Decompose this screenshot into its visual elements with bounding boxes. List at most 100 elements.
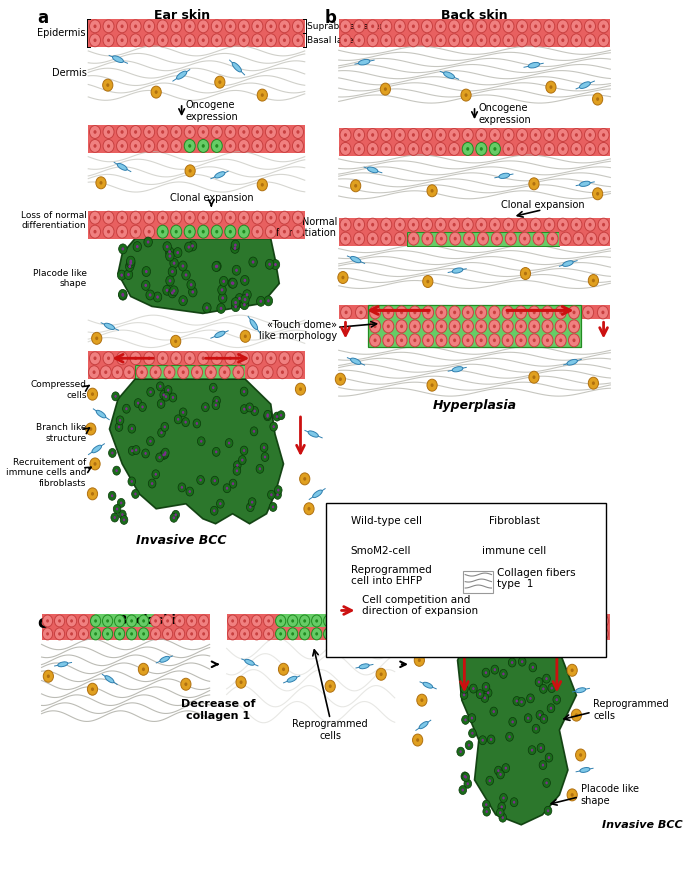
Circle shape — [464, 718, 466, 722]
Circle shape — [457, 648, 464, 657]
Circle shape — [421, 699, 423, 702]
Circle shape — [92, 332, 102, 344]
Circle shape — [369, 306, 381, 319]
Circle shape — [210, 383, 217, 392]
Circle shape — [542, 687, 545, 691]
Circle shape — [484, 619, 486, 623]
Circle shape — [202, 619, 205, 623]
Circle shape — [182, 270, 190, 280]
Circle shape — [212, 262, 221, 271]
Circle shape — [340, 218, 351, 231]
Circle shape — [416, 615, 427, 627]
Circle shape — [90, 615, 101, 627]
Circle shape — [217, 303, 225, 314]
Circle shape — [229, 25, 232, 28]
Circle shape — [530, 218, 541, 231]
Circle shape — [506, 233, 516, 245]
Circle shape — [161, 130, 164, 134]
Circle shape — [242, 357, 245, 360]
Ellipse shape — [312, 490, 322, 498]
Circle shape — [532, 182, 536, 186]
Circle shape — [466, 311, 469, 315]
Circle shape — [130, 211, 141, 224]
Circle shape — [462, 334, 473, 347]
Circle shape — [482, 739, 484, 742]
Circle shape — [506, 311, 509, 315]
Circle shape — [548, 223, 551, 226]
Circle shape — [449, 633, 451, 635]
Circle shape — [532, 724, 540, 733]
Circle shape — [525, 647, 532, 655]
FancyBboxPatch shape — [464, 571, 493, 593]
Circle shape — [502, 334, 513, 347]
Circle shape — [103, 615, 113, 627]
Circle shape — [119, 619, 121, 623]
Circle shape — [125, 262, 134, 271]
Circle shape — [276, 493, 279, 496]
Circle shape — [162, 394, 165, 396]
Circle shape — [211, 20, 223, 33]
Circle shape — [427, 185, 437, 196]
Circle shape — [593, 93, 603, 105]
Circle shape — [164, 386, 172, 395]
Circle shape — [121, 216, 123, 219]
Circle shape — [107, 216, 110, 219]
Circle shape — [283, 130, 286, 134]
Circle shape — [383, 306, 394, 319]
Circle shape — [94, 619, 97, 623]
Circle shape — [250, 427, 258, 436]
Circle shape — [598, 143, 609, 155]
Circle shape — [358, 237, 360, 241]
Circle shape — [482, 237, 484, 241]
Circle shape — [252, 139, 263, 152]
Circle shape — [546, 338, 549, 342]
Circle shape — [433, 619, 436, 623]
Ellipse shape — [58, 662, 68, 667]
Circle shape — [188, 287, 197, 297]
Circle shape — [177, 366, 189, 379]
Circle shape — [560, 233, 571, 245]
Circle shape — [147, 216, 151, 219]
Circle shape — [269, 230, 273, 233]
Circle shape — [462, 33, 473, 47]
Circle shape — [297, 130, 299, 134]
Circle shape — [211, 125, 223, 138]
Circle shape — [188, 357, 191, 360]
Circle shape — [471, 732, 473, 735]
Circle shape — [373, 324, 377, 329]
Circle shape — [264, 296, 273, 306]
Circle shape — [506, 338, 509, 342]
Circle shape — [513, 801, 515, 803]
Circle shape — [225, 211, 236, 224]
FancyBboxPatch shape — [581, 306, 610, 320]
Circle shape — [598, 33, 609, 47]
Circle shape — [175, 357, 177, 360]
Circle shape — [571, 793, 574, 796]
Circle shape — [130, 20, 141, 33]
Circle shape — [240, 680, 242, 684]
Circle shape — [66, 615, 77, 627]
Circle shape — [219, 293, 227, 303]
Circle shape — [188, 144, 191, 148]
Circle shape — [173, 262, 175, 265]
Circle shape — [160, 450, 167, 459]
Circle shape — [196, 422, 198, 425]
Circle shape — [117, 270, 126, 280]
Circle shape — [484, 688, 492, 697]
Circle shape — [431, 628, 441, 640]
Circle shape — [269, 130, 273, 134]
Circle shape — [569, 320, 580, 333]
Circle shape — [347, 615, 358, 627]
FancyBboxPatch shape — [338, 142, 610, 156]
Circle shape — [232, 265, 240, 275]
Circle shape — [128, 265, 131, 268]
Text: Clonal expansion: Clonal expansion — [501, 200, 584, 210]
Circle shape — [297, 25, 299, 28]
Text: immune cell: immune cell — [482, 545, 547, 556]
Circle shape — [283, 144, 286, 148]
Circle shape — [344, 133, 347, 137]
Circle shape — [197, 437, 205, 446]
Circle shape — [573, 338, 575, 342]
Circle shape — [103, 125, 114, 138]
Circle shape — [545, 781, 548, 784]
